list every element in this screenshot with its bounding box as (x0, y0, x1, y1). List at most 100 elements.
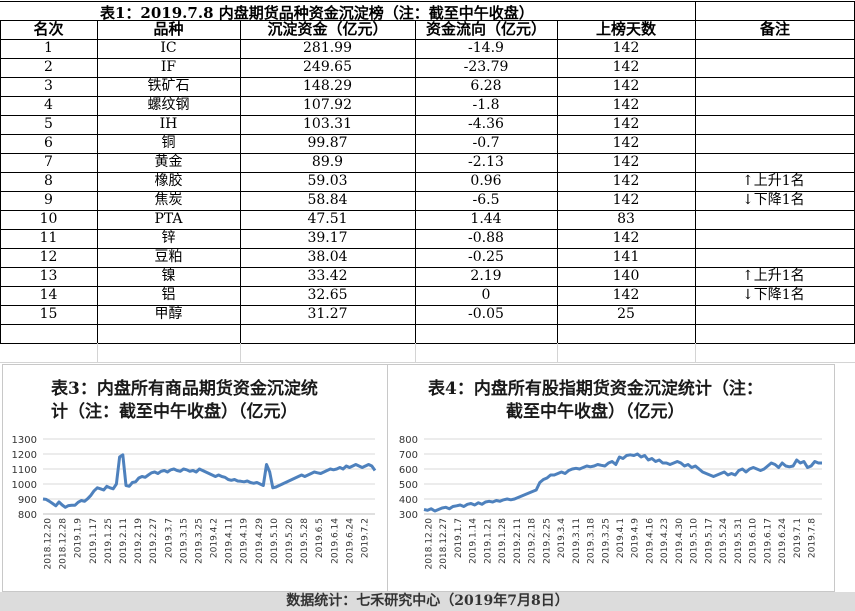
x-tick-label: 2019.3.4 (557, 518, 567, 558)
rank-change-label: 上升1名 (753, 173, 805, 189)
x-tick-label: 2019.3.18 (587, 518, 597, 564)
cell-rank: 9 (44, 192, 53, 208)
cell-deposited-funds: 39.17 (307, 230, 348, 246)
x-tick-label: 2019.5.24 (719, 518, 729, 564)
header-days-on-list: 上榜天数 (595, 20, 656, 38)
cell-fund-flow: 6.28 (470, 78, 502, 94)
cell-rank: 15 (39, 306, 58, 322)
x-tick-label: 2019.1.7 (454, 518, 464, 558)
cell-days-on-list: 142 (612, 230, 640, 246)
y-tick-label: 900 (18, 495, 37, 506)
x-tick-label: 2019.7.2 (360, 518, 370, 558)
cell-days-on-list: 142 (612, 135, 640, 151)
cell-rank: 4 (44, 97, 53, 113)
cell-days-on-list: 142 (612, 173, 640, 189)
cell-variety: 豆粕 (154, 249, 183, 265)
x-tick-label: 2019.4.23 (660, 518, 670, 564)
cell-deposited-funds: 38.04 (307, 249, 348, 265)
cell-deposited-funds: 99.87 (307, 135, 348, 151)
cell-variety: 螺纹钢 (147, 97, 190, 113)
x-tick-label: 2019.6.17 (763, 518, 773, 564)
cell-fund-flow: 0.96 (470, 173, 502, 189)
y-tick-label: 1000 (12, 480, 37, 491)
cell-rank: 14 (39, 287, 58, 303)
cell-days-on-list: 140 (612, 268, 640, 284)
rank-change-note: ↓下降1名 (742, 286, 805, 305)
cell-days-on-list: 142 (612, 287, 640, 303)
cell-deposited-funds: 103.31 (303, 116, 352, 132)
cell-fund-flow: -6.5 (472, 192, 500, 208)
cell-deposited-funds: 58.84 (307, 192, 348, 208)
y-tick-label: 500 (399, 480, 418, 491)
cell-days-on-list: 142 (612, 116, 640, 132)
cell-days-on-list: 142 (612, 154, 640, 170)
cell-fund-flow: -23.79 (463, 59, 509, 75)
cell-days-on-list: 141 (612, 249, 640, 265)
cell-rank: 12 (39, 249, 58, 265)
cell-deposited-funds: 281.99 (303, 40, 352, 56)
y-tick-label: 800 (399, 435, 418, 446)
y-tick-label: 300 (399, 510, 418, 521)
x-tick-label: 2019.2.11 (513, 518, 523, 564)
x-tick-label: 2019.3.11 (572, 518, 582, 564)
cell-variety: 镍 (161, 268, 176, 284)
cell-fund-flow: 2.19 (470, 268, 502, 284)
cell-days-on-list: 142 (612, 78, 640, 94)
x-tick-label: 2019.2.18 (528, 518, 538, 564)
cell-fund-flow: -4.36 (468, 116, 504, 132)
arrow-down-icon: ↓ (742, 192, 754, 208)
cell-rank: 5 (44, 116, 53, 132)
x-tick-label: 2018.12.20 (424, 518, 434, 570)
cell-fund-flow: -0.05 (468, 306, 504, 322)
chart3-title-line1: 表3：内盘所有商品期货资金沉淀统 (51, 379, 318, 399)
cell-variety: 黄金 (154, 154, 183, 170)
chart3-plot: 800 900 1000 1100 1200 1300 2018.12.20 2018.12.… (12, 435, 377, 570)
x-tick-label: 2019.2.11 (119, 518, 129, 564)
x-tick-label: 2019.1.21 (483, 518, 493, 564)
cell-variety: 橡胶 (154, 173, 183, 189)
chart4-title-line2: 截至中午收盘）（亿元） (506, 402, 685, 422)
y-tick-label: 700 (399, 450, 418, 461)
cell-rank: 2 (44, 59, 53, 75)
x-tick-label: 2019.6.24 (345, 518, 355, 564)
y-tick-label: 1200 (12, 450, 37, 461)
chart4-plot: 300 400 500 600 700 800 2018.12.20 2018.12.27 20… (399, 435, 822, 570)
x-tick-label: 2019.4.19 (240, 518, 250, 564)
x-tick-label: 2019.4.1 (616, 518, 626, 558)
cell-deposited-funds: 31.27 (307, 306, 348, 322)
x-tick-label: 2019.5.20 (285, 518, 295, 564)
header-fund-flow: 资金流向（亿元） (425, 20, 546, 38)
cell-fund-flow: -14.9 (468, 40, 504, 56)
header-deposited-funds: 沉淀资金（亿元） (267, 20, 388, 38)
cell-rank: 11 (39, 230, 58, 246)
x-tick-label: 2019.6.5 (315, 518, 325, 558)
rank-change-note: ↑上升1名 (742, 172, 805, 191)
rank-change-label: 下降1名 (753, 192, 805, 208)
x-tick-label: 2019.4.30 (675, 518, 685, 564)
cell-variety: IF (160, 59, 177, 75)
cell-deposited-funds: 148.29 (303, 78, 352, 94)
x-tick-label: 2019.3.25 (194, 518, 204, 564)
header-variety: 品种 (153, 20, 184, 38)
x-tick-label: 2018.12.20 (44, 518, 54, 570)
rank-change-note: ↑上升1名 (742, 267, 805, 286)
cell-days-on-list: 142 (612, 97, 640, 113)
y-tick-label: 600 (399, 465, 418, 476)
cell-deposited-funds: 107.92 (303, 97, 352, 113)
x-tick-label: 2019.1.28 (498, 518, 508, 564)
cell-rank: 13 (39, 268, 58, 284)
rank-change-label: 上升1名 (753, 268, 805, 284)
arrow-up-icon: ↑ (742, 268, 754, 284)
arrow-down-icon: ↓ (742, 287, 754, 303)
cell-variety: 铜 (161, 135, 176, 151)
x-tick-label: 2018.12.27 (439, 518, 449, 570)
cell-days-on-list: 142 (612, 192, 640, 208)
x-tick-label: 2019.5.28 (300, 518, 310, 564)
chart3-panel: 表3：内盘所有商品期货资金沉淀统 计（注：截至中午收盘）（亿元） 800 900 1… (2, 364, 388, 592)
x-tick-label: 2019.5.17 (704, 518, 714, 564)
cell-rank: 6 (44, 135, 53, 151)
x-tick-label: 2019.4.9 (631, 518, 641, 558)
x-tick-label: 2019.1.14 (469, 518, 479, 564)
cell-deposited-funds: 33.42 (307, 268, 348, 284)
cell-days-on-list: 83 (617, 211, 635, 227)
